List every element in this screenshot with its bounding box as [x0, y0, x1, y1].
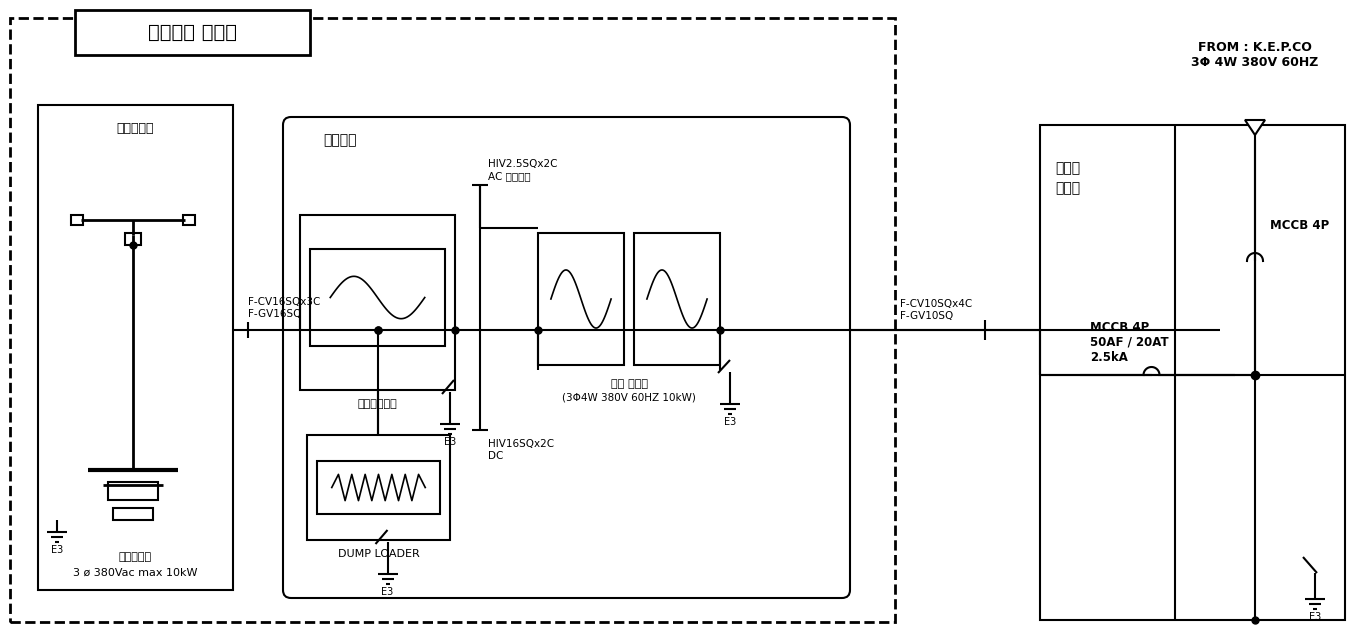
Bar: [71, 215, 83, 225]
Text: HIV2.5SQx2C
AC 제어전원: HIV2.5SQx2C AC 제어전원: [489, 159, 558, 181]
Text: 풍력발전기: 풍력발전기: [117, 122, 155, 134]
Text: F-CV10SQx4C
F-GV10SQ: F-CV10SQx4C F-GV10SQ: [900, 299, 972, 321]
Bar: [1039, 125, 1345, 620]
Text: MCCB 4P
50AF / 20AT
2.5kA: MCCB 4P 50AF / 20AT 2.5kA: [1090, 320, 1168, 364]
Bar: [9, 18, 896, 622]
Text: FROM : K.E.P.CO
3Φ 4W 380V 60HZ: FROM : K.E.P.CO 3Φ 4W 380V 60HZ: [1191, 41, 1319, 69]
Bar: [109, 482, 157, 500]
Text: 분전반: 분전반: [1054, 181, 1080, 195]
Text: E3: E3: [723, 417, 735, 427]
Bar: [309, 249, 445, 346]
Text: (3Φ4W 380V 60HZ 10kW): (3Φ4W 380V 60HZ 10kW): [562, 392, 696, 402]
Text: 풍력 인버터: 풍력 인버터: [611, 379, 647, 389]
Text: F-CV16SQx3C
F-GV16SQ: F-CV16SQx3C F-GV16SQ: [248, 297, 320, 318]
Text: HIV16SQx2C
DC: HIV16SQx2C DC: [489, 439, 554, 461]
Text: E3: E3: [444, 437, 456, 447]
Bar: [113, 508, 153, 520]
Text: 인버터룸: 인버터룸: [323, 133, 357, 147]
Bar: [318, 461, 440, 514]
Bar: [307, 435, 451, 540]
Bar: [183, 215, 195, 225]
Polygon shape: [1244, 120, 1265, 135]
Text: MCCB 4P: MCCB 4P: [1270, 218, 1330, 231]
Bar: [537, 233, 624, 365]
Text: E3: E3: [1310, 612, 1322, 622]
Bar: [300, 215, 455, 390]
Text: E3: E3: [50, 545, 64, 555]
Text: DUMP LOADER: DUMP LOADER: [338, 549, 419, 559]
Text: 전기실: 전기실: [1054, 161, 1080, 175]
Text: E3: E3: [381, 587, 394, 597]
Text: 3 ø 380Vac max 10kW: 3 ø 380Vac max 10kW: [73, 568, 198, 578]
Text: 풍력발전기: 풍력발전기: [119, 552, 152, 562]
Text: 프로텍션박스: 프로텍션박스: [358, 399, 398, 409]
Bar: [125, 233, 141, 245]
Bar: [634, 233, 721, 365]
Bar: [38, 105, 233, 590]
Text: 풍력발전 시스템: 풍력발전 시스템: [148, 23, 237, 42]
Bar: [75, 10, 309, 55]
FancyBboxPatch shape: [284, 117, 849, 598]
